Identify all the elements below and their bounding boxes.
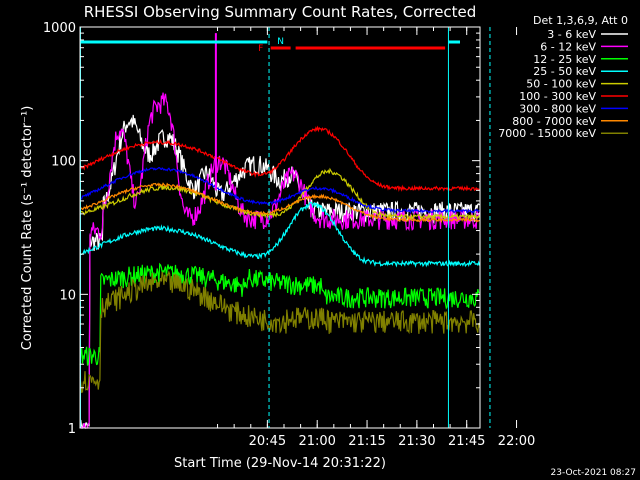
chart-title: RHESSI Observing Summary Count Rates, Co… — [84, 3, 477, 21]
legend-header: Det 1,3,6,9, Att 0 — [533, 14, 628, 27]
series-line-7 — [79, 166, 480, 215]
legend-label: 25 - 50 keV — [533, 65, 596, 78]
y-tick-label: 100 — [51, 155, 76, 170]
series-line-5 — [79, 167, 481, 221]
x-tick-label: 21:15 — [348, 434, 385, 449]
flag-f-label: F — [258, 44, 263, 54]
y-tick-label: 10 — [59, 288, 76, 303]
legend-label: 800 - 7000 keV — [512, 115, 596, 128]
timestamp: 23-Oct-2021 08:27 — [551, 468, 636, 478]
x-tick-label: 20:45 — [249, 434, 286, 449]
x-tick-label: 21:45 — [448, 434, 485, 449]
series-line-2 — [79, 92, 481, 429]
series-line-4 — [79, 201, 481, 268]
legend-label: 7000 - 15000 keV — [498, 127, 596, 140]
x-tick-label: 21:00 — [298, 434, 335, 449]
plot-frame — [79, 26, 481, 429]
x-tick-label: 22:00 — [498, 434, 535, 449]
series-line-8 — [79, 182, 480, 224]
series-line-6 — [79, 125, 480, 192]
chart-series-layer: NF — [79, 27, 491, 430]
legend-label: 100 - 300 keV — [519, 90, 596, 103]
x-tick-label: 21:30 — [398, 434, 435, 449]
flag-n-label: N — [277, 37, 284, 47]
legend-label: 50 - 100 keV — [526, 78, 596, 91]
x-axis-label: Start Time (29-Nov-14 20:31:22) — [174, 456, 386, 471]
y-tick-label: 1 — [68, 422, 76, 437]
legend-label: 6 - 12 keV — [540, 40, 596, 53]
legend-label: 300 - 800 keV — [519, 102, 596, 115]
y-tick-label: 1000 — [43, 21, 76, 36]
series-line-3 — [79, 262, 480, 366]
y-axis-label: Corrected Count Rate (s⁻¹ detector⁻¹) — [20, 106, 35, 351]
legend-label: 3 - 6 keV — [547, 28, 596, 41]
series-line-9 — [79, 270, 481, 394]
chart-axes: 20:45 21:00 21:15 21:30 21:45 22:00 1 10 100 1000 — [43, 21, 535, 449]
legend-label: 12 - 25 keV — [533, 53, 596, 66]
